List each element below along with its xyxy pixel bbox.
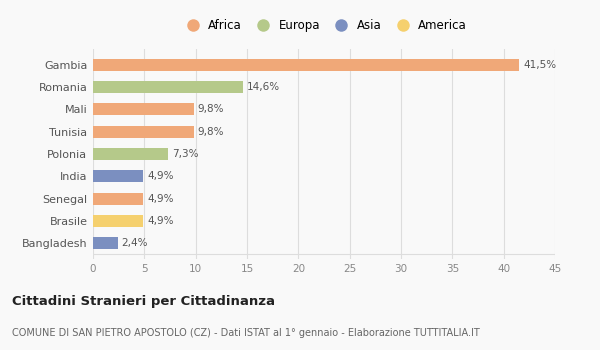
Bar bbox=[93, 215, 143, 227]
Text: 14,6%: 14,6% bbox=[247, 82, 280, 92]
Text: 9,8%: 9,8% bbox=[198, 104, 224, 114]
Bar bbox=[93, 126, 194, 138]
Text: 41,5%: 41,5% bbox=[523, 60, 556, 70]
Text: Cittadini Stranieri per Cittadinanza: Cittadini Stranieri per Cittadinanza bbox=[12, 294, 275, 308]
Bar bbox=[93, 193, 143, 205]
Bar bbox=[93, 170, 143, 182]
Text: 4,9%: 4,9% bbox=[148, 194, 174, 204]
Bar bbox=[93, 148, 168, 160]
Bar bbox=[93, 81, 243, 93]
Text: 4,9%: 4,9% bbox=[148, 172, 174, 181]
Text: 4,9%: 4,9% bbox=[148, 216, 174, 226]
Bar bbox=[93, 237, 118, 250]
Bar bbox=[93, 58, 519, 71]
Text: 9,8%: 9,8% bbox=[198, 127, 224, 136]
Bar bbox=[93, 103, 194, 116]
Text: 7,3%: 7,3% bbox=[172, 149, 199, 159]
Legend: Africa, Europa, Asia, America: Africa, Europa, Asia, America bbox=[179, 17, 469, 35]
Text: 2,4%: 2,4% bbox=[122, 238, 148, 248]
Text: COMUNE DI SAN PIETRO APOSTOLO (CZ) - Dati ISTAT al 1° gennaio - Elaborazione TUT: COMUNE DI SAN PIETRO APOSTOLO (CZ) - Dat… bbox=[12, 328, 480, 338]
